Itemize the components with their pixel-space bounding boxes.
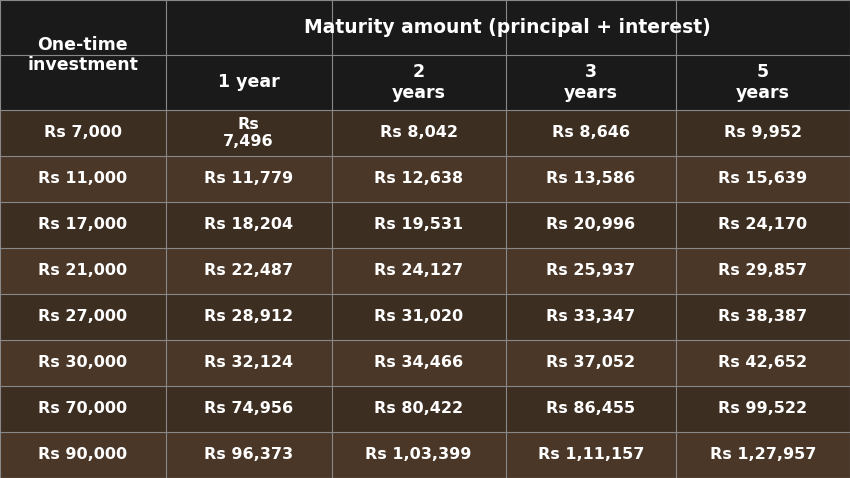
Text: Rs 11,779: Rs 11,779: [204, 172, 293, 186]
Bar: [166, 110, 332, 156]
Bar: [332, 110, 506, 156]
Text: Rs 37,052: Rs 37,052: [547, 356, 635, 370]
Text: One-time
investment: One-time investment: [27, 35, 139, 75]
Text: Rs 19,531: Rs 19,531: [374, 217, 463, 232]
Bar: [166, 386, 332, 432]
Text: Rs 8,646: Rs 8,646: [552, 125, 630, 141]
Bar: [506, 294, 676, 340]
Text: Rs 22,487: Rs 22,487: [204, 263, 293, 279]
Text: Rs 74,956: Rs 74,956: [204, 402, 293, 416]
Text: Rs 15,639: Rs 15,639: [718, 172, 808, 186]
Text: Rs 33,347: Rs 33,347: [547, 309, 635, 325]
Text: Rs 24,170: Rs 24,170: [718, 217, 808, 232]
Text: Rs 8,042: Rs 8,042: [380, 125, 457, 141]
Text: Rs 28,912: Rs 28,912: [204, 309, 293, 325]
Text: Rs 17,000: Rs 17,000: [38, 217, 128, 232]
Bar: [676, 55, 850, 110]
Bar: [166, 294, 332, 340]
Bar: [676, 386, 850, 432]
Text: 3
years: 3 years: [564, 63, 618, 102]
Text: Rs 42,652: Rs 42,652: [718, 356, 808, 370]
Text: Rs 31,020: Rs 31,020: [374, 309, 463, 325]
Bar: [0, 202, 166, 248]
Text: Rs 21,000: Rs 21,000: [38, 263, 128, 279]
Text: Rs 90,000: Rs 90,000: [38, 447, 128, 463]
Text: Rs 11,000: Rs 11,000: [38, 172, 128, 186]
Bar: [166, 55, 332, 110]
Bar: [332, 432, 506, 478]
Bar: [506, 386, 676, 432]
Text: Rs 18,204: Rs 18,204: [204, 217, 293, 232]
Bar: [332, 202, 506, 248]
Text: Rs 1,11,157: Rs 1,11,157: [537, 447, 644, 463]
Text: Rs 99,522: Rs 99,522: [718, 402, 808, 416]
Text: Rs 7,000: Rs 7,000: [44, 125, 122, 141]
Text: Rs 25,937: Rs 25,937: [547, 263, 635, 279]
Bar: [332, 156, 506, 202]
Bar: [676, 110, 850, 156]
Bar: [676, 432, 850, 478]
Text: Rs 13,586: Rs 13,586: [547, 172, 635, 186]
Text: Rs 30,000: Rs 30,000: [38, 356, 128, 370]
Bar: [506, 248, 676, 294]
Text: Rs 80,422: Rs 80,422: [374, 402, 463, 416]
Bar: [0, 432, 166, 478]
Text: Rs 38,387: Rs 38,387: [718, 309, 808, 325]
Bar: [506, 156, 676, 202]
Text: Rs 86,455: Rs 86,455: [547, 402, 635, 416]
Bar: [166, 248, 332, 294]
Bar: [0, 0, 166, 110]
Text: Rs 96,373: Rs 96,373: [204, 447, 293, 463]
Text: Rs 24,127: Rs 24,127: [374, 263, 463, 279]
Text: Rs 70,000: Rs 70,000: [38, 402, 128, 416]
Text: Rs 27,000: Rs 27,000: [38, 309, 128, 325]
Bar: [676, 202, 850, 248]
Bar: [332, 248, 506, 294]
Bar: [166, 202, 332, 248]
Bar: [332, 386, 506, 432]
Bar: [332, 294, 506, 340]
Bar: [676, 248, 850, 294]
Text: Rs 20,996: Rs 20,996: [547, 217, 635, 232]
Bar: [166, 340, 332, 386]
Bar: [332, 55, 506, 110]
Text: 2
years: 2 years: [392, 63, 445, 102]
Bar: [166, 0, 850, 55]
Text: Maturity amount (principal + interest): Maturity amount (principal + interest): [304, 18, 711, 37]
Bar: [506, 340, 676, 386]
Text: Rs 34,466: Rs 34,466: [374, 356, 463, 370]
Text: Rs
7,496: Rs 7,496: [224, 117, 274, 149]
Bar: [676, 156, 850, 202]
Bar: [506, 202, 676, 248]
Bar: [0, 156, 166, 202]
Bar: [166, 156, 332, 202]
Bar: [0, 110, 166, 156]
Text: Rs 32,124: Rs 32,124: [204, 356, 293, 370]
Bar: [0, 340, 166, 386]
Text: 5
years: 5 years: [736, 63, 790, 102]
Text: Rs 29,857: Rs 29,857: [718, 263, 808, 279]
Bar: [0, 248, 166, 294]
Bar: [506, 55, 676, 110]
Bar: [332, 340, 506, 386]
Text: 1 year: 1 year: [218, 74, 280, 91]
Bar: [0, 294, 166, 340]
Text: Rs 9,952: Rs 9,952: [724, 125, 802, 141]
Bar: [166, 432, 332, 478]
Bar: [0, 386, 166, 432]
Text: Rs 1,03,399: Rs 1,03,399: [366, 447, 472, 463]
Bar: [506, 432, 676, 478]
Text: Rs 1,27,957: Rs 1,27,957: [710, 447, 816, 463]
Bar: [506, 110, 676, 156]
Bar: [676, 294, 850, 340]
Text: Rs 12,638: Rs 12,638: [374, 172, 463, 186]
Bar: [676, 340, 850, 386]
